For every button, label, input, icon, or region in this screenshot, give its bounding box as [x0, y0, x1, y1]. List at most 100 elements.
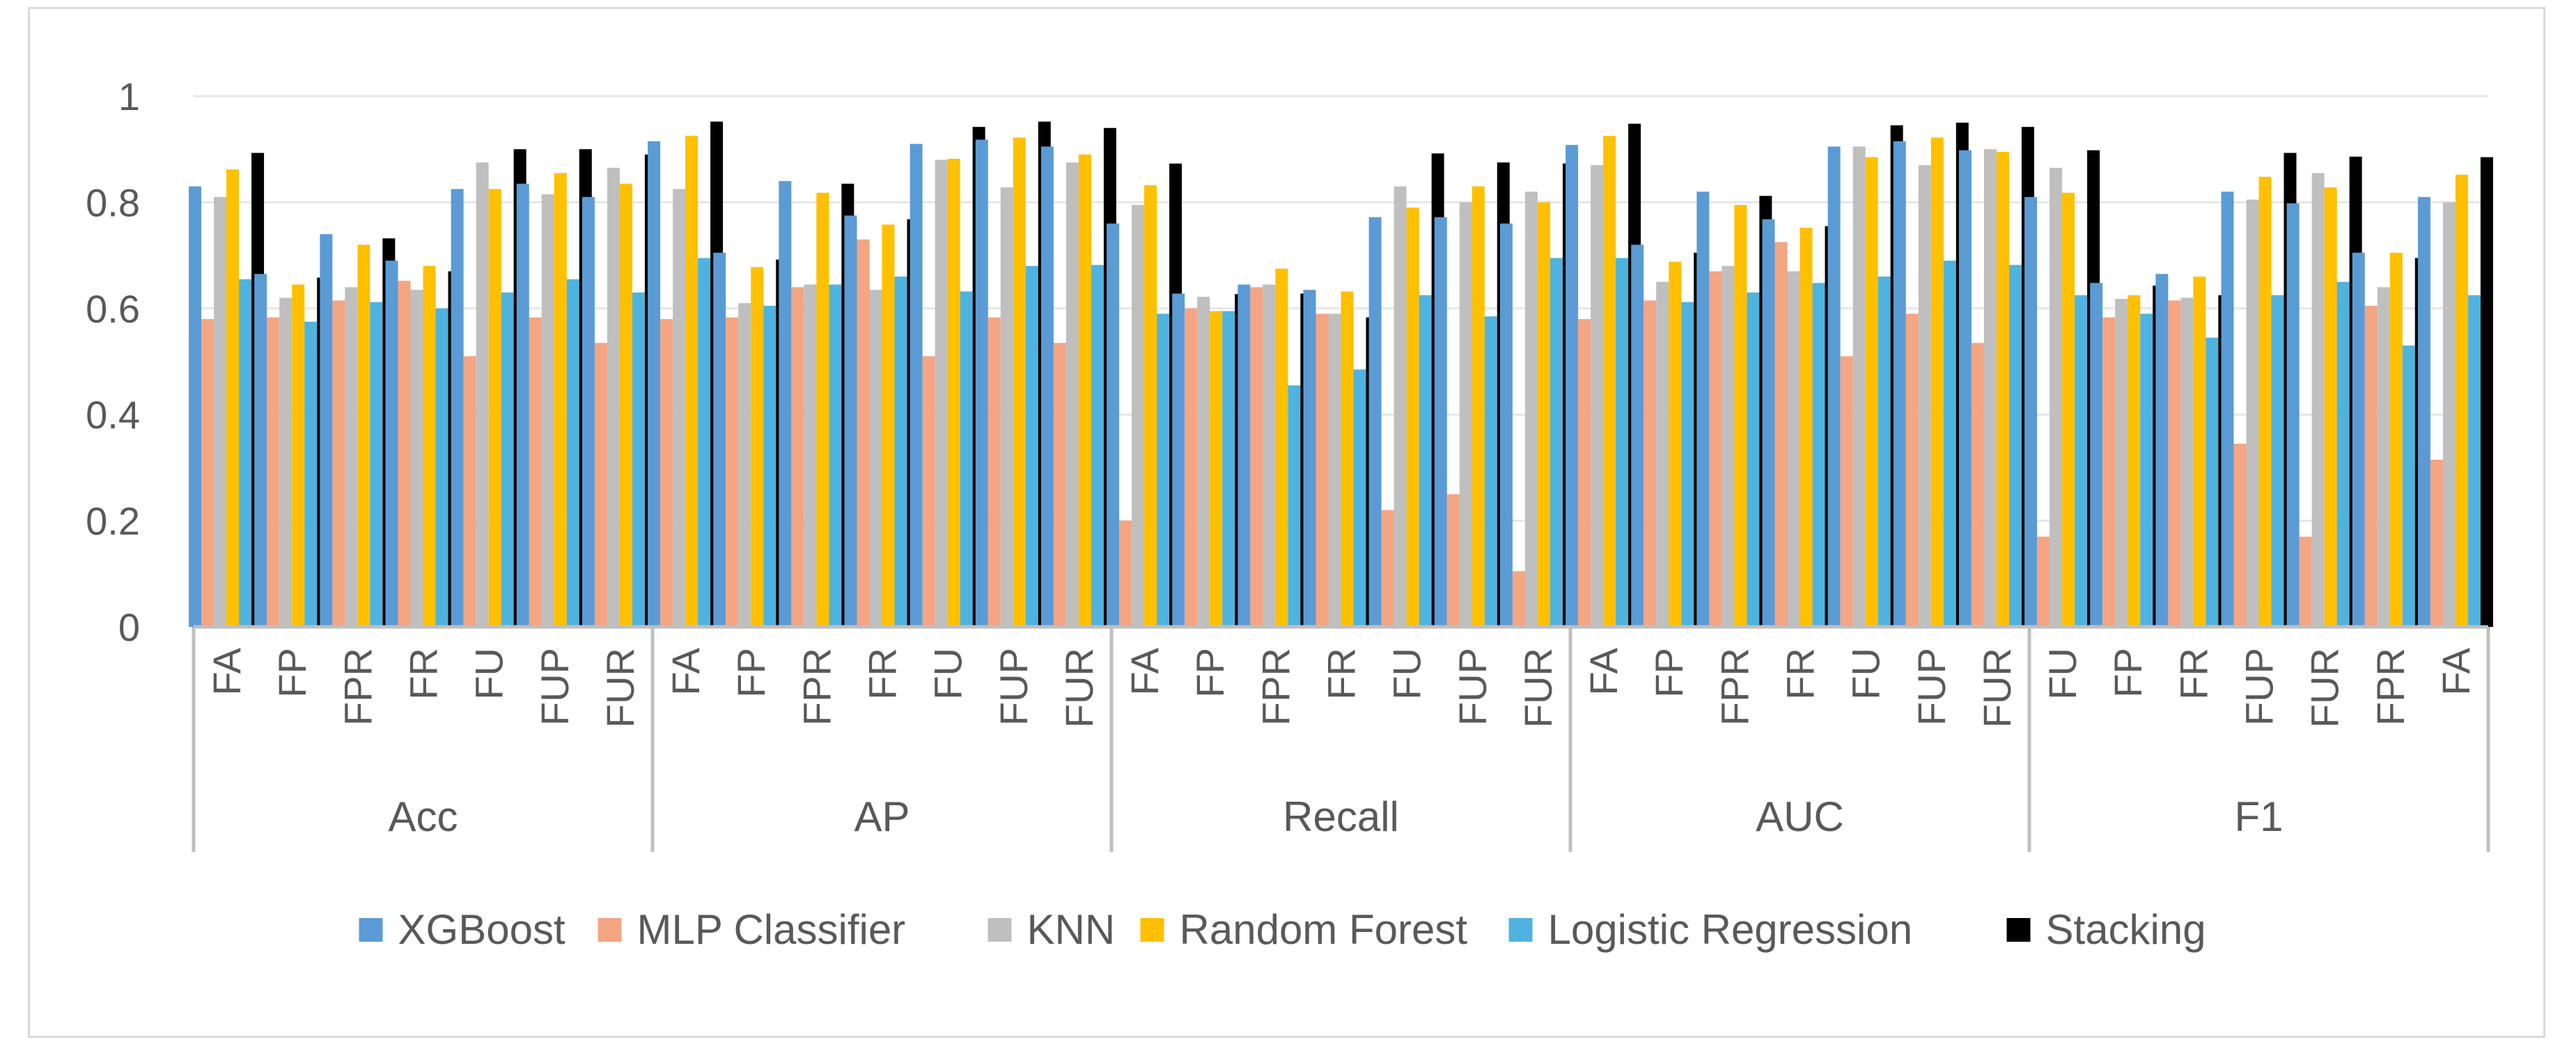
bar-random-forest-acc-fu: [488, 189, 501, 628]
bar-random-forest-ap-fr: [882, 224, 895, 627]
bar-mlp-classifier-ap-fp: [726, 317, 739, 627]
bar-xgboost-auc-fa: [1566, 145, 1579, 627]
bar-mlp-classifier-ap-fup: [988, 317, 1001, 627]
bar-mlp-classifier-f1-fp: [2102, 317, 2116, 627]
bar-logistic-regression-acc-fur: [632, 292, 645, 627]
category-label: FPR: [1254, 648, 1297, 726]
bar-logistic-regression-f1-fu: [2075, 295, 2088, 627]
bar-random-forest-f1-fu: [2062, 192, 2075, 628]
bar-xgboost-f1-fur: [2286, 203, 2300, 627]
legend-swatch-random-forest: [1140, 918, 1164, 942]
bar-xgboost-recall-fr: [1303, 290, 1316, 627]
bar-xgboost-acc-fu: [451, 189, 464, 628]
group-label-f1: F1: [2234, 793, 2283, 840]
category-label: FU: [926, 648, 970, 700]
category-label: FP: [1188, 648, 1232, 698]
bar-random-forest-acc-fup: [554, 173, 567, 628]
bar-xgboost-acc-fur: [581, 196, 595, 627]
bar-random-forest-f1-fur: [2324, 187, 2337, 628]
legend-swatch-logistic-regression: [1508, 918, 1533, 942]
bar-knn-ap-fur: [1065, 162, 1079, 627]
bar-xgboost-auc-fp: [1631, 244, 1644, 627]
bar-logistic-regression-recall-fup: [1484, 316, 1497, 627]
bar-mlp-classifier-f1-fup: [2233, 444, 2247, 627]
bar-knn-auc-fu: [1852, 146, 1866, 627]
bar-mlp-classifier-acc-fr: [398, 281, 411, 627]
bar-mlp-classifier-acc-fa: [201, 319, 214, 627]
legend-swatch-knn: [988, 918, 1012, 942]
bar-random-forest-acc-fur: [619, 183, 632, 627]
bar-knn-f1-fa: [2442, 202, 2456, 627]
bar-logistic-regression-ap-fup: [1025, 265, 1038, 628]
bar-logistic-regression-f1-fp: [2140, 313, 2153, 627]
bar-logistic-regression-f1-fup: [2271, 295, 2284, 627]
bar-knn-ap-fup: [1000, 187, 1013, 628]
chart-frame: 0 0.2 0.4 0.6 0.8 1 FA FP FPR FR FU FUP FUR FA FP FPR FR…: [28, 7, 2545, 1038]
bar-xgboost-recall-fpr: [1238, 284, 1251, 627]
legend-label-knn: KNN: [1027, 906, 1116, 953]
bar-knn-ap-fu: [935, 160, 948, 627]
bar-xgboost-acc-fr: [385, 261, 398, 628]
bar-knn-acc-fp: [279, 297, 292, 627]
bar-logistic-regression-recall-fpr: [1288, 385, 1301, 627]
bar-random-forest-acc-fr: [423, 265, 436, 628]
bar-logistic-regression-acc-fa: [239, 279, 252, 627]
bar-logistic-regression-acc-fpr: [370, 302, 383, 627]
legend-label-mlp-classifier: MLP Classifier: [637, 906, 906, 953]
bar-logistic-regression-recall-fr: [1353, 369, 1366, 627]
bar-random-forest-recall-fu: [1406, 208, 1419, 627]
category-label: FP: [729, 648, 773, 698]
category-label: FPR: [2368, 648, 2412, 726]
bar-logistic-regression-acc-fup: [566, 279, 579, 627]
legend-label-stacking: Stacking: [2046, 906, 2206, 953]
bar-xgboost-ap-fur: [1040, 146, 1054, 627]
category-label: FPR: [336, 648, 380, 726]
bar-knn-acc-fup: [541, 194, 554, 628]
bar-mlp-classifier-auc-fa: [1578, 319, 1591, 627]
category-label: FP: [270, 648, 314, 698]
legend-swatch-stacking: [2006, 918, 2031, 942]
bar-random-forest-acc-fa: [226, 169, 240, 627]
bar-random-forest-recall-fpr: [1275, 268, 1288, 627]
bar-knn-f1-fr: [2180, 297, 2194, 627]
bar-knn-auc-fpr: [1722, 265, 1735, 628]
bar-random-forest-recall-fa: [1144, 185, 1157, 627]
bar-knn-auc-fa: [1591, 165, 1604, 627]
bar-logistic-regression-recall-fa: [1157, 313, 1170, 627]
category-label: FR: [402, 648, 446, 700]
bar-knn-acc-fpr: [345, 287, 358, 627]
bar-mlp-classifier-ap-fur: [1053, 343, 1066, 627]
bar-random-forest-auc-fu: [1865, 157, 1878, 627]
bar-xgboost-recall-fu: [1368, 217, 1382, 628]
bar-xgboost-acc-fup: [516, 183, 529, 627]
category-label: FUR: [1057, 648, 1101, 728]
category-label: FA: [205, 647, 249, 695]
category-label: FU: [1844, 648, 1888, 700]
bar-mlp-classifier-auc-fp: [1644, 300, 1657, 627]
bar-logistic-regression-auc-fur: [2008, 265, 2022, 627]
grouped-bar-chart: 0 0.2 0.4 0.6 0.8 1 FA FP FPR FR FU FUP FUR FA FP FPR FR…: [86, 75, 2493, 953]
category-label: FPR: [1712, 648, 1756, 726]
bar-mlp-classifier-recall-fur: [1512, 570, 1525, 627]
bar-knn-acc-fr: [410, 290, 423, 627]
bar-mlp-classifier-auc-fpr: [1709, 271, 1722, 627]
group-label-recall: Recall: [1283, 793, 1399, 840]
bar-knn-auc-fup: [1918, 165, 1931, 627]
bar-xgboost-recall-fur: [1499, 223, 1513, 627]
bar-logistic-regression-auc-fpr: [1747, 292, 1760, 627]
bar-xgboost-auc-fu: [1827, 146, 1841, 627]
bar-knn-recall-fpr: [1263, 284, 1276, 627]
bar-random-forest-auc-fa: [1603, 136, 1616, 627]
bar-xgboost-ap-fup: [975, 139, 988, 627]
bar-xgboost-auc-fr: [1762, 219, 1775, 627]
bar-logistic-regression-f1-fa: [2467, 295, 2481, 627]
bar-logistic-regression-acc-fu: [501, 292, 514, 627]
bar-logistic-regression-recall-fp: [1222, 311, 1235, 627]
bar-knn-ap-fr: [869, 290, 882, 627]
category-label: FUP: [2238, 648, 2281, 726]
category-label: FP: [1647, 648, 1691, 698]
bar-mlp-classifier-acc-fur: [594, 343, 607, 627]
bar-mlp-classifier-f1-fpr: [2364, 305, 2378, 627]
bar-random-forest-ap-fp: [751, 267, 764, 627]
bar-knn-recall-fp: [1197, 297, 1210, 627]
